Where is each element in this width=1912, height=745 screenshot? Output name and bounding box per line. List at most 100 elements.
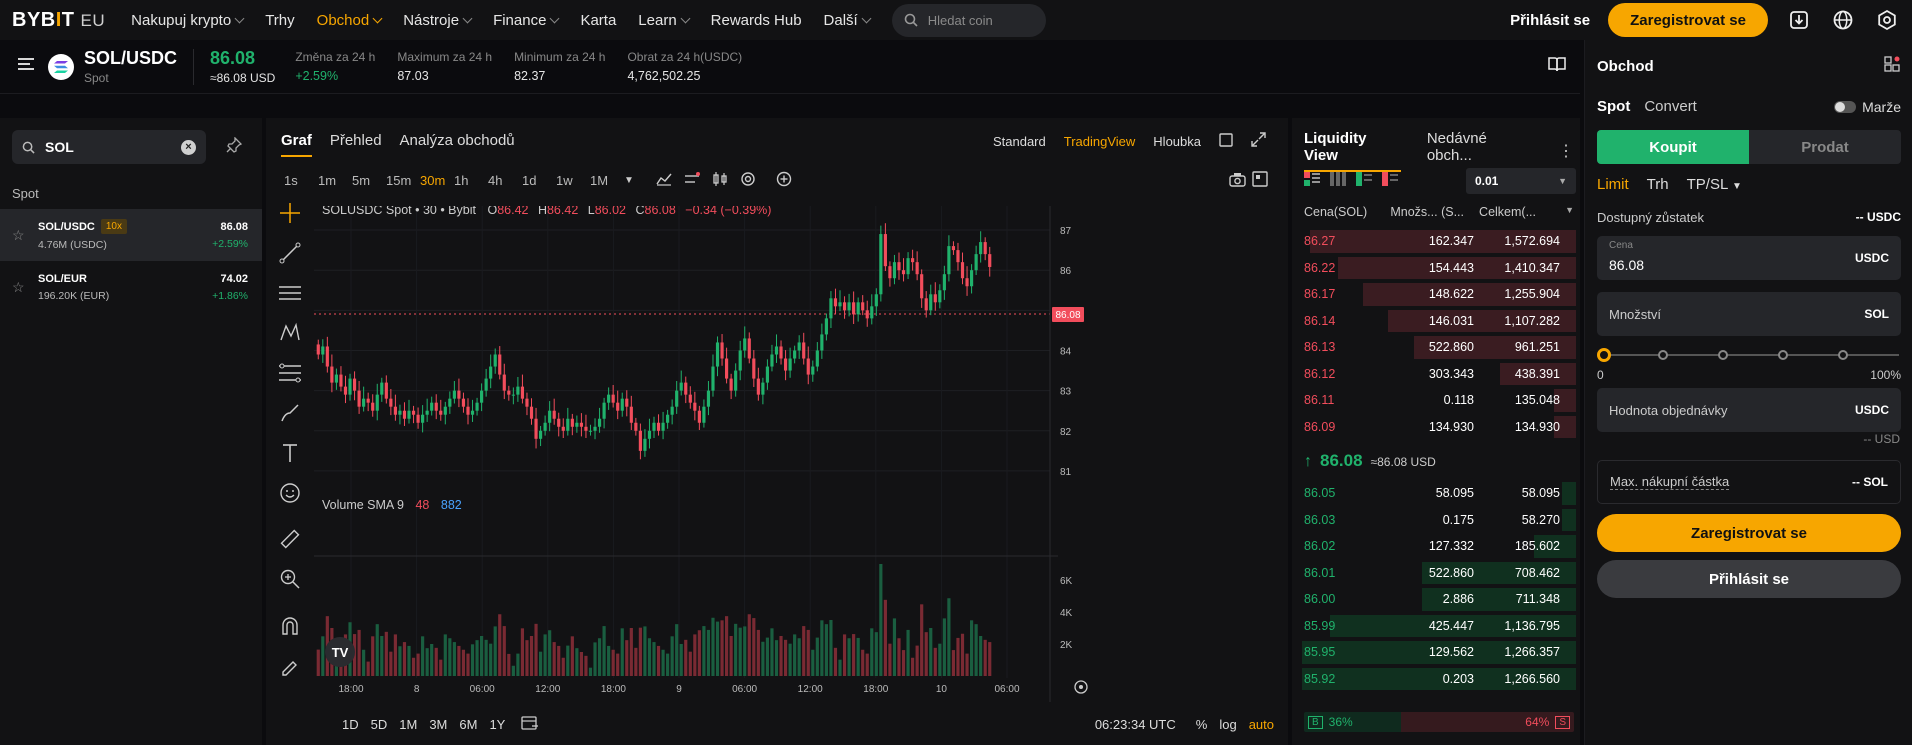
- price-chart[interactable]: 87868584838281 18:00806:0012:0018:00906:…: [314, 206, 1288, 702]
- pair-selector[interactable]: SOL/USDC Spot: [48, 48, 195, 85]
- login-link[interactable]: Přihlásit se: [1510, 11, 1591, 29]
- register-button[interactable]: Zaregistrovat se: [1608, 3, 1768, 37]
- ask-row[interactable]: 86.09 134.930 134.930: [1292, 414, 1580, 441]
- timeframe-option[interactable]: 5m: [352, 173, 371, 188]
- ask-row[interactable]: 86.11 0.118 135.048: [1292, 387, 1580, 414]
- indicators-icon[interactable]: [656, 172, 672, 189]
- ask-row[interactable]: 86.27 162.347 1,572.694: [1292, 228, 1580, 255]
- chart-tab[interactable]: Analýza obchodů: [399, 132, 515, 149]
- tradingview-logo[interactable]: TV: [325, 637, 355, 667]
- bid-row[interactable]: 86.02 127.332 185.602: [1292, 533, 1580, 560]
- period-button[interactable]: 1Y: [489, 716, 506, 732]
- precision-select[interactable]: 0.01 ▼: [1466, 168, 1576, 194]
- timeframe-option[interactable]: 1w: [556, 173, 573, 188]
- period-button[interactable]: 1M: [399, 716, 418, 732]
- slider-knob[interactable]: [1597, 348, 1611, 362]
- expand-icon[interactable]: [1251, 132, 1266, 150]
- lock-drawing-icon[interactable]: [266, 645, 314, 685]
- nav-item-6[interactable]: Learn: [638, 12, 691, 29]
- period-button[interactable]: 6M: [459, 716, 478, 732]
- nav-item-1[interactable]: Trhy: [265, 12, 294, 29]
- toggle-switch[interactable]: [1834, 100, 1857, 113]
- trend-line-icon[interactable]: [266, 233, 314, 273]
- horizontal-lines-icon[interactable]: [266, 273, 314, 313]
- nav-item-0[interactable]: Nakupuj krypto: [131, 12, 245, 29]
- timeframe-option[interactable]: 30m: [420, 173, 446, 188]
- mode-spot[interactable]: Spot: [1597, 98, 1631, 115]
- timeframe-dropdown-icon[interactable]: ▼: [624, 175, 634, 186]
- bid-row[interactable]: 86.00 2.886 711.348: [1292, 586, 1580, 613]
- period-button[interactable]: 5D: [370, 716, 388, 732]
- quantity-field[interactable]: Množství SOL: [1597, 292, 1901, 336]
- price-field[interactable]: Cena 86.08 USDC: [1597, 236, 1901, 280]
- menu-icon[interactable]: [18, 57, 36, 76]
- buy-tab[interactable]: Koupit: [1597, 130, 1749, 164]
- unpin-icon[interactable]: [226, 135, 243, 158]
- header-dropdown-icon[interactable]: ▼: [1565, 205, 1574, 215]
- time-axis-settings-icon[interactable]: [1074, 680, 1088, 694]
- ask-row[interactable]: 86.17 148.622 1,255.904: [1292, 281, 1580, 308]
- globe-icon[interactable]: [1830, 7, 1856, 33]
- text-icon[interactable]: [266, 433, 314, 473]
- bid-row[interactable]: 86.01 522.860 708.462: [1292, 560, 1580, 587]
- sell-tab[interactable]: Prodat: [1801, 138, 1849, 156]
- download-icon[interactable]: [1786, 7, 1812, 33]
- crosshair-icon[interactable]: [266, 193, 314, 233]
- zoom-in-icon[interactable]: [266, 559, 314, 599]
- order-value-field[interactable]: Hodnota objednávky USDC: [1597, 388, 1901, 432]
- brush-icon[interactable]: [266, 393, 314, 433]
- ruler-icon[interactable]: [266, 519, 314, 559]
- register-cta-button[interactable]: Zaregistrovat se: [1597, 514, 1901, 552]
- coin-search-box[interactable]: Hledat coin: [891, 3, 1046, 37]
- scale-option[interactable]: log: [1219, 716, 1237, 732]
- chart-view-option[interactable]: TradingView: [1063, 133, 1136, 149]
- layout-icon[interactable]: [1884, 56, 1900, 77]
- star-icon[interactable]: ☆: [12, 226, 25, 243]
- star-icon[interactable]: ☆: [12, 278, 25, 295]
- nav-item-8[interactable]: Další: [824, 12, 872, 29]
- chart-view-option[interactable]: Hloubka: [1153, 133, 1201, 149]
- timeframe-option[interactable]: 1s: [284, 173, 298, 188]
- nav-item-7[interactable]: Rewards Hub: [711, 12, 802, 29]
- nav-item-2[interactable]: Obchod: [317, 12, 383, 29]
- slider-mark-75[interactable]: [1778, 350, 1788, 360]
- candle-type-icon[interactable]: [712, 172, 728, 189]
- fullscreen-icon[interactable]: [1252, 171, 1268, 192]
- date-range-icon[interactable]: [521, 715, 539, 734]
- chart-tab[interactable]: Graf: [281, 132, 312, 157]
- clear-icon[interactable]: ×: [181, 139, 196, 155]
- book-icon[interactable]: [1548, 56, 1566, 77]
- chart-gear-icon[interactable]: [740, 171, 756, 190]
- timeframe-option[interactable]: 1m: [318, 173, 337, 188]
- bid-row[interactable]: 86.03 0.175 58.270: [1292, 507, 1580, 534]
- order-type-limit[interactable]: Limit: [1597, 176, 1629, 193]
- add-indicator-icon[interactable]: [776, 171, 792, 190]
- market-row[interactable]: ☆ SOL/USDC 10x 4.76M (USDC) 86.08 +2.59%: [0, 209, 262, 261]
- utc-clock[interactable]: 06:23:34 UTC: [1094, 716, 1176, 732]
- book-grid-icon[interactable]: [1330, 171, 1346, 191]
- period-button[interactable]: 1D: [342, 716, 359, 732]
- bid-row[interactable]: 85.92 0.203 1,266.560: [1292, 666, 1580, 693]
- book-tab[interactable]: Liquidity View: [1304, 130, 1401, 172]
- fib-icon[interactable]: [266, 353, 314, 393]
- market-search-input[interactable]: SOL ×: [12, 130, 206, 164]
- amount-slider[interactable]: [1597, 348, 1899, 362]
- scale-option[interactable]: %: [1195, 716, 1208, 732]
- slider-mark-50[interactable]: [1718, 350, 1728, 360]
- ask-row[interactable]: 86.12 303.343 438.391: [1292, 361, 1580, 388]
- period-button[interactable]: 3M: [429, 716, 448, 732]
- ask-row[interactable]: 86.22 154.443 1,410.347: [1292, 255, 1580, 282]
- timeframe-option[interactable]: 15m: [386, 173, 412, 188]
- nav-item-4[interactable]: Finance: [493, 12, 560, 29]
- timeframe-option[interactable]: 1h: [454, 173, 469, 188]
- bid-row[interactable]: 85.99 425.447 1,136.795: [1292, 613, 1580, 640]
- bid-row[interactable]: 85.95 129.562 1,266.357: [1292, 639, 1580, 666]
- emoji-icon[interactable]: [266, 473, 314, 513]
- ask-row[interactable]: 86.13 522.860 961.251: [1292, 334, 1580, 361]
- order-type-tpsl[interactable]: TP/SL ▼: [1686, 176, 1742, 193]
- mode-convert[interactable]: Convert: [1644, 98, 1697, 115]
- order-type-market[interactable]: Trh: [1646, 176, 1669, 193]
- scale-option[interactable]: auto: [1248, 716, 1274, 732]
- chart-settings-icon[interactable]: [684, 172, 700, 189]
- bybit-logo[interactable]: BYBIT EU: [12, 9, 105, 32]
